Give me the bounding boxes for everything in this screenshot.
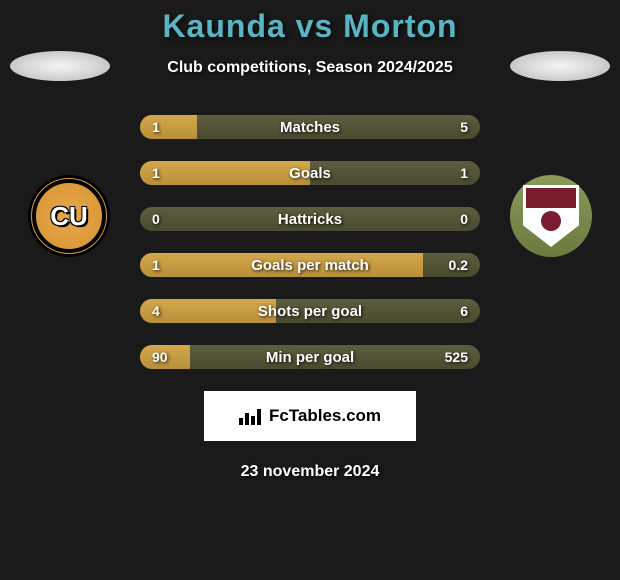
stat-bars: 1 Matches 5 1 Goals 1 0 Hattricks 0 1 Go… (140, 115, 480, 369)
stat-left-value: 4 (152, 303, 160, 319)
stat-label: Matches (280, 119, 340, 136)
stat-left-value: 0 (152, 211, 160, 227)
stat-row: 1 Matches 5 (140, 115, 480, 139)
bar-fill (140, 299, 276, 323)
stat-row: 90 Min per goal 525 (140, 345, 480, 369)
team-crest-right (510, 175, 592, 257)
subtitle: Club competitions, Season 2024/2025 (167, 59, 452, 77)
stat-label: Min per goal (266, 349, 354, 366)
logo-text: FcTables.com (269, 406, 381, 426)
player-ellipse-right (510, 51, 610, 81)
stat-row: 1 Goals per match 0.2 (140, 253, 480, 277)
stat-row: 0 Hattricks 0 (140, 207, 480, 231)
stat-left-value: 90 (152, 349, 168, 365)
stat-right-value: 525 (445, 349, 468, 365)
bar-fill (140, 115, 197, 139)
stat-right-value: 1 (460, 165, 468, 181)
crest-left-label: CU (50, 201, 88, 232)
stat-row: 4 Shots per goal 6 (140, 299, 480, 323)
stats-area: CU 1 Matches 5 1 Goals 1 (0, 115, 620, 369)
page-title: Kaunda vs Morton (162, 8, 457, 45)
bar-fill (140, 161, 310, 185)
stat-left-value: 1 (152, 257, 160, 273)
stat-left-value: 1 (152, 165, 160, 181)
stat-right-value: 0 (460, 211, 468, 227)
stat-label: Goals (289, 165, 331, 182)
shield-inner-icon (523, 185, 579, 247)
stat-label: Hattricks (278, 211, 342, 228)
crest-shield-icon (510, 175, 592, 257)
comparison-card: Kaunda vs Morton Club competitions, Seas… (0, 0, 620, 580)
date-label: 23 november 2024 (241, 463, 380, 481)
crest-cu-icon: CU (28, 175, 110, 257)
stat-row: 1 Goals 1 (140, 161, 480, 185)
stat-label: Goals per match (251, 257, 369, 274)
player-ellipse-left (10, 51, 110, 81)
stat-label: Shots per goal (258, 303, 362, 320)
chart-icon (239, 407, 261, 425)
stat-left-value: 1 (152, 119, 160, 135)
stat-right-value: 0.2 (449, 257, 468, 273)
stat-right-value: 5 (460, 119, 468, 135)
team-crest-left: CU (28, 175, 110, 257)
stat-right-value: 6 (460, 303, 468, 319)
fctables-logo[interactable]: FcTables.com (204, 391, 416, 441)
